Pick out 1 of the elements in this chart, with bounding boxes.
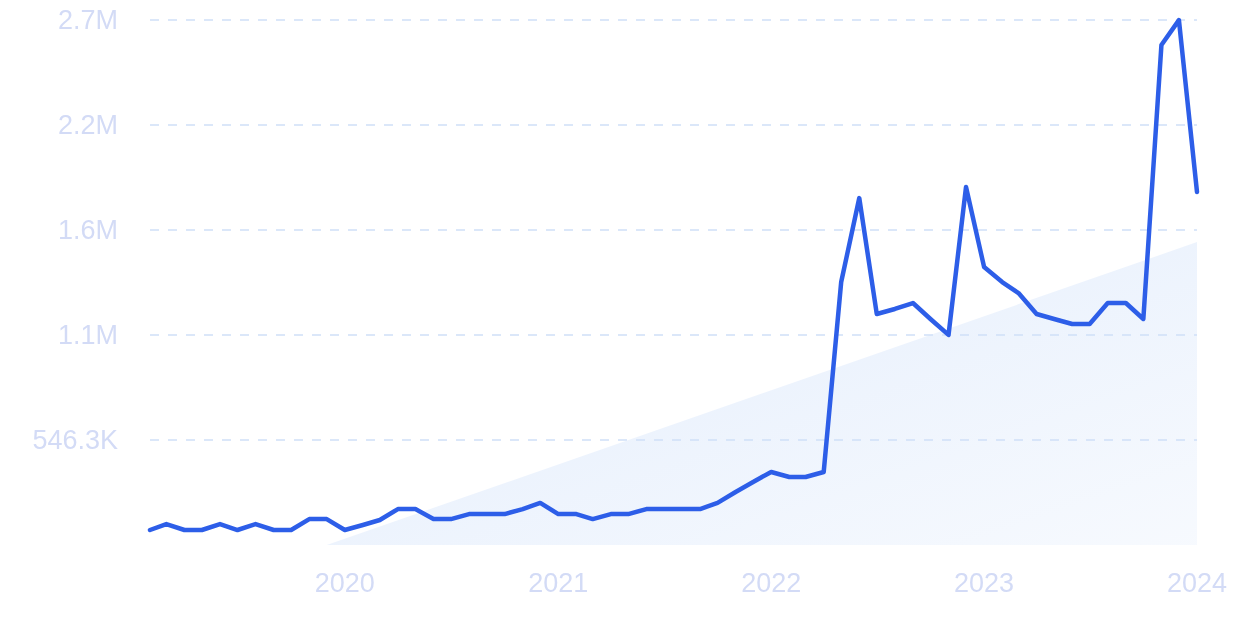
line-series [147, 17, 1200, 533]
